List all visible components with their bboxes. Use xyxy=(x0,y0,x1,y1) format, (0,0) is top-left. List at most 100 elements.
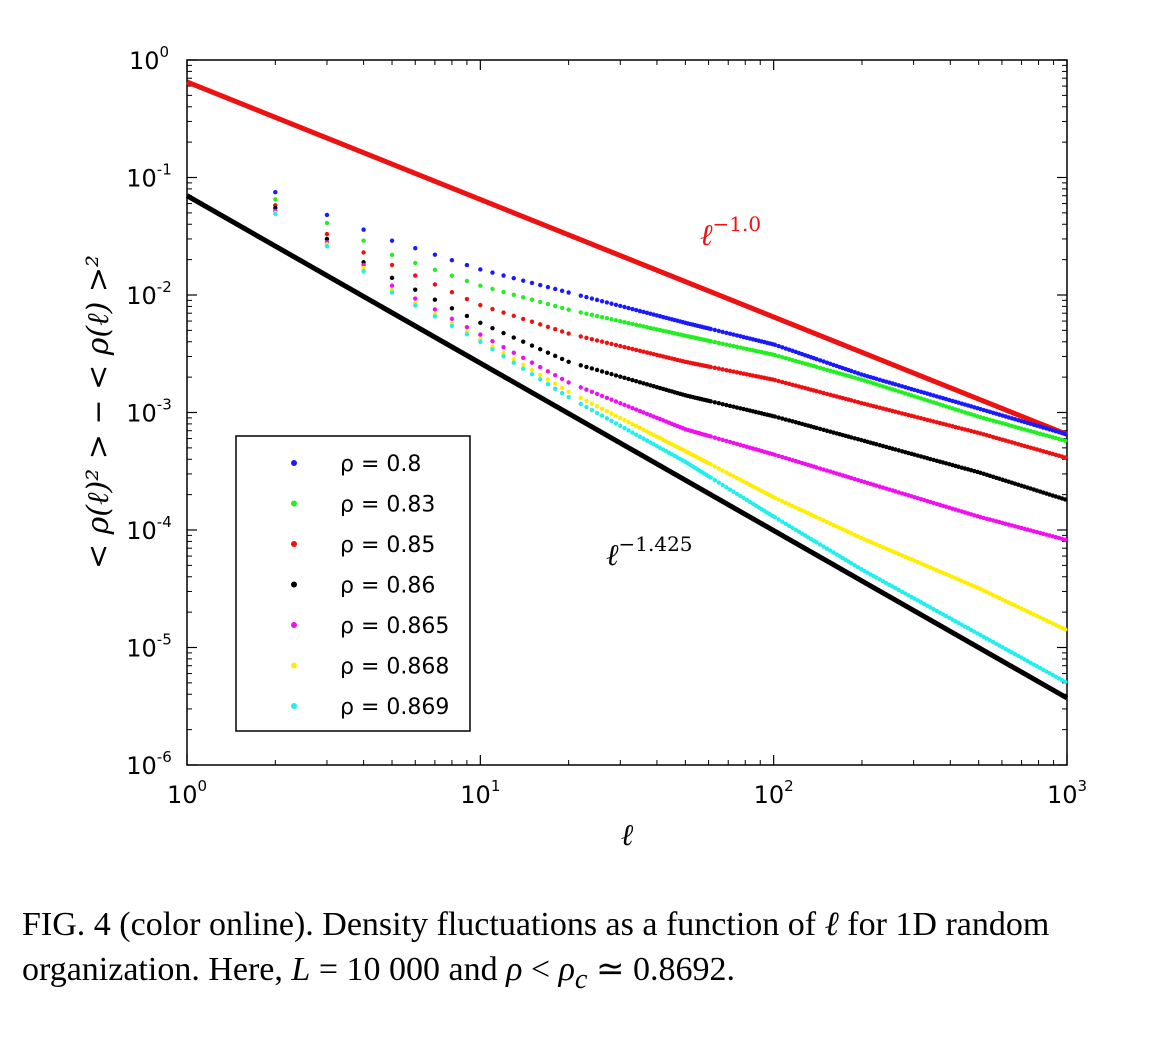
data-point xyxy=(589,336,595,342)
data-point xyxy=(529,280,535,286)
data-point xyxy=(814,356,819,362)
data-point xyxy=(413,296,418,301)
data-point xyxy=(648,383,653,388)
data-point xyxy=(824,546,830,551)
data-point xyxy=(599,369,605,374)
data-point xyxy=(634,379,639,384)
data-point xyxy=(852,532,857,538)
data-point xyxy=(731,489,736,494)
data-point xyxy=(324,231,330,237)
data-point xyxy=(630,421,635,427)
data-point xyxy=(776,343,781,349)
legend-label-6: ρ = 0.869 xyxy=(340,695,449,720)
data-point xyxy=(644,429,650,434)
data-point xyxy=(716,466,721,471)
data-point xyxy=(324,244,330,249)
y-tick-label: 10-6 xyxy=(126,748,172,780)
data-point xyxy=(553,327,558,332)
data-point xyxy=(849,368,854,374)
legend-marker-3 xyxy=(291,581,297,588)
data-point xyxy=(852,399,857,404)
data-point xyxy=(712,400,718,405)
data-point xyxy=(817,542,823,547)
data-point xyxy=(501,289,506,295)
data-point xyxy=(361,268,366,274)
data-point xyxy=(578,310,583,315)
data-point xyxy=(824,391,830,397)
data-point xyxy=(594,313,600,319)
data-point xyxy=(622,319,627,325)
data-point xyxy=(896,587,901,593)
data-point xyxy=(783,380,789,386)
data-point xyxy=(776,517,781,522)
data-point xyxy=(727,472,733,477)
data-point xyxy=(389,238,395,243)
data-point xyxy=(776,497,781,502)
data-point xyxy=(634,307,639,313)
data-point xyxy=(787,347,792,352)
data-point xyxy=(731,474,736,479)
data-point xyxy=(559,376,565,382)
data-point xyxy=(634,347,639,353)
data-point xyxy=(626,376,631,382)
data-point xyxy=(630,377,635,383)
data-point xyxy=(893,585,898,591)
data-point xyxy=(824,428,830,433)
data-point xyxy=(741,495,746,501)
data-point xyxy=(626,404,631,409)
data-point xyxy=(1063,627,1068,632)
data-point xyxy=(780,355,785,360)
data-point xyxy=(824,367,830,373)
y-tick-label: 10-5 xyxy=(126,631,172,663)
data-point xyxy=(637,348,643,354)
data-point xyxy=(511,350,516,355)
figure-caption: FIG. 4 (color online). Density fluctuati… xyxy=(22,902,1142,1002)
data-point xyxy=(613,421,619,426)
data-point xyxy=(738,345,743,350)
data-point xyxy=(622,402,627,408)
data-point xyxy=(538,364,543,370)
data-point xyxy=(776,353,781,359)
data-point xyxy=(618,319,623,324)
data-point xyxy=(928,418,933,423)
x-tick-label: 101 xyxy=(460,777,500,809)
data-point xyxy=(817,466,823,471)
data-point xyxy=(432,297,438,302)
data-point xyxy=(814,514,819,520)
data-point xyxy=(511,335,516,340)
data-point xyxy=(727,487,733,492)
caption-rhoc-symbol: ρ xyxy=(558,951,575,988)
data-point xyxy=(529,343,535,348)
data-point xyxy=(648,431,653,436)
data-point xyxy=(478,267,483,272)
data-point xyxy=(899,589,905,594)
data-point xyxy=(720,329,725,335)
data-point xyxy=(529,371,535,377)
data-point xyxy=(783,356,789,361)
data-point xyxy=(1063,438,1068,443)
data-point xyxy=(553,381,558,387)
data-point xyxy=(893,447,898,452)
data-point xyxy=(511,275,516,281)
data-point xyxy=(545,381,551,387)
data-point xyxy=(604,416,610,421)
legend-marker-2 xyxy=(291,541,297,547)
data-point xyxy=(1063,431,1068,437)
data-point xyxy=(776,415,781,420)
data-point xyxy=(644,438,650,443)
data-point xyxy=(566,307,571,312)
data-point xyxy=(520,339,526,344)
data-point xyxy=(613,399,619,404)
legend-label-5: ρ = 0.868 xyxy=(340,655,449,680)
data-point xyxy=(641,309,646,315)
series-6 xyxy=(273,211,1068,685)
data-point xyxy=(622,344,627,350)
data-point xyxy=(877,577,882,582)
data-point xyxy=(566,331,571,336)
data-point xyxy=(912,452,917,457)
data-point xyxy=(501,354,506,359)
data-point xyxy=(529,319,535,324)
data-point xyxy=(877,543,882,549)
data-point xyxy=(849,531,854,536)
legend-box xyxy=(235,435,471,732)
